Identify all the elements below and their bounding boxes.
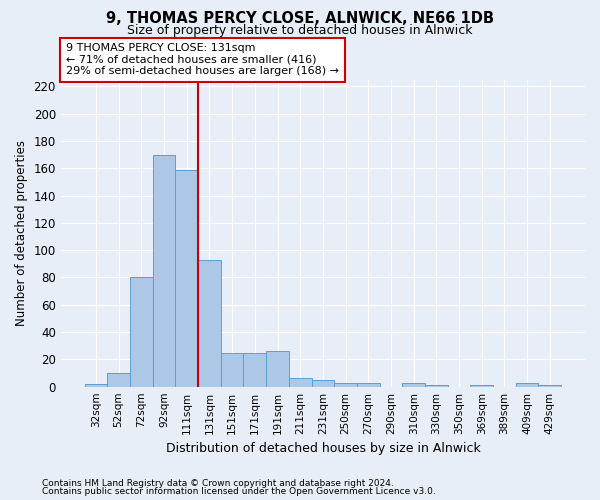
Bar [107, 373, 130, 386]
Text: Contains public sector information licensed under the Open Government Licence v3: Contains public sector information licen… [42, 487, 436, 496]
X-axis label: Distribution of detached houses by size in Alnwick: Distribution of detached houses by size … [166, 442, 480, 455]
Text: Size of property relative to detached houses in Alnwick: Size of property relative to detached ho… [127, 24, 473, 37]
Bar [198, 260, 221, 386]
Bar [357, 382, 380, 386]
Bar [311, 380, 334, 386]
Bar [85, 384, 107, 386]
Bar [266, 351, 289, 386]
Text: Contains HM Land Registry data © Crown copyright and database right 2024.: Contains HM Land Registry data © Crown c… [42, 478, 394, 488]
Bar [334, 382, 357, 386]
Bar [289, 378, 311, 386]
Bar [244, 352, 266, 386]
Bar [175, 170, 198, 386]
Bar [152, 154, 175, 386]
Text: 9 THOMAS PERCY CLOSE: 131sqm
← 71% of detached houses are smaller (416)
29% of s: 9 THOMAS PERCY CLOSE: 131sqm ← 71% of de… [66, 44, 339, 76]
Bar [221, 352, 244, 386]
Bar [403, 382, 425, 386]
Bar [516, 382, 538, 386]
Y-axis label: Number of detached properties: Number of detached properties [15, 140, 28, 326]
Bar [130, 278, 152, 386]
Text: 9, THOMAS PERCY CLOSE, ALNWICK, NE66 1DB: 9, THOMAS PERCY CLOSE, ALNWICK, NE66 1DB [106, 11, 494, 26]
